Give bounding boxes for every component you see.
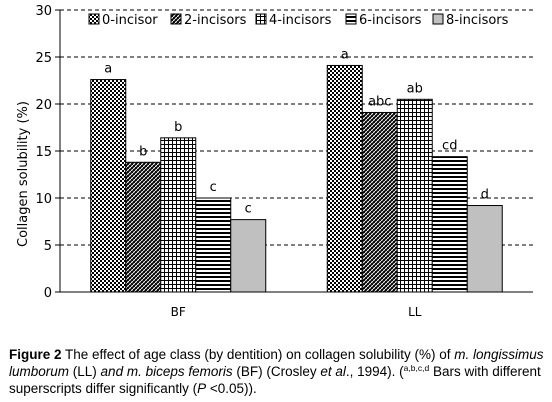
legend-label: 0-incisor [102,13,158,28]
caption-text: <0.05)). [206,381,257,396]
y-tick-label: 15 [35,145,52,160]
bar-0-incisor-BF [90,79,127,293]
caption-text: (LL) [69,364,101,379]
caption-species-bf: and m. biceps femoris [100,364,233,379]
significance-letter: cd [442,139,457,154]
legend-label: 6-incisors [359,13,422,28]
caption-text: The effect of age class (by dentition) o… [61,347,455,362]
legend-label: 4-incisors [269,13,332,28]
significance-letter: c [245,202,252,217]
figure-label: Figure 2 [9,347,62,362]
bar-2-incisors-BF [125,161,162,293]
significance-letter: abc [368,94,391,109]
significance-letter: b [139,144,147,159]
significance-letter: c [210,180,217,195]
significance-letter: b [174,120,182,135]
figure-caption: Figure 2 The effect of age class (by den… [9,346,549,397]
bars [90,64,503,293]
bar-0-incisor-LL [326,64,363,293]
bar-6-incisors-LL [431,156,468,293]
legend-swatch [255,13,267,25]
caption-text: Bars with different superscripts differ … [9,364,541,396]
significance-letter: a [341,47,349,62]
caption-superscripts: a,b,c,d [403,363,430,373]
legend-swatch [170,13,182,25]
caption-p-value: P [197,381,207,396]
y-tick-label: 5 [44,239,52,254]
y-tick-label: 25 [35,51,52,66]
significance-letter: ab [407,81,423,96]
y-axis-label: Collagen solubility (%) [16,101,31,247]
legend-label: 8-incisors [446,13,509,28]
y-tick-label: 30 [35,4,52,19]
significance-letter: d [481,188,489,203]
legend-swatch [345,13,357,25]
legend-swatch [432,13,444,25]
y-tick-label: 10 [35,192,52,207]
legend-swatch [88,13,100,25]
caption-text: ., 1994). ( [345,364,404,379]
bar-8-incisors-LL [466,205,503,293]
bar-4-incisors-BF [160,137,197,293]
legend: 0-incisor 2-incisors 4-incisors 6-incisors 8… [88,13,509,28]
bar-6-incisors-BF [195,197,232,293]
significance-letter: a [104,62,112,77]
caption-species-ll: m. longissimus lumborum [9,347,544,379]
bar-2-incisors-LL [361,111,398,293]
caption-text: (BF) (Crosley [232,364,321,379]
x-category-label: LL [408,305,422,319]
x-category-label: BF [171,305,186,319]
bar-4-incisors-LL [396,98,433,293]
caption-et-al: et al [320,364,346,379]
y-tick-label: 0 [44,286,52,301]
legend-label: 2-incisors [184,13,247,28]
bar-8-incisors-BF [230,219,267,293]
y-tick-label: 20 [35,98,52,113]
